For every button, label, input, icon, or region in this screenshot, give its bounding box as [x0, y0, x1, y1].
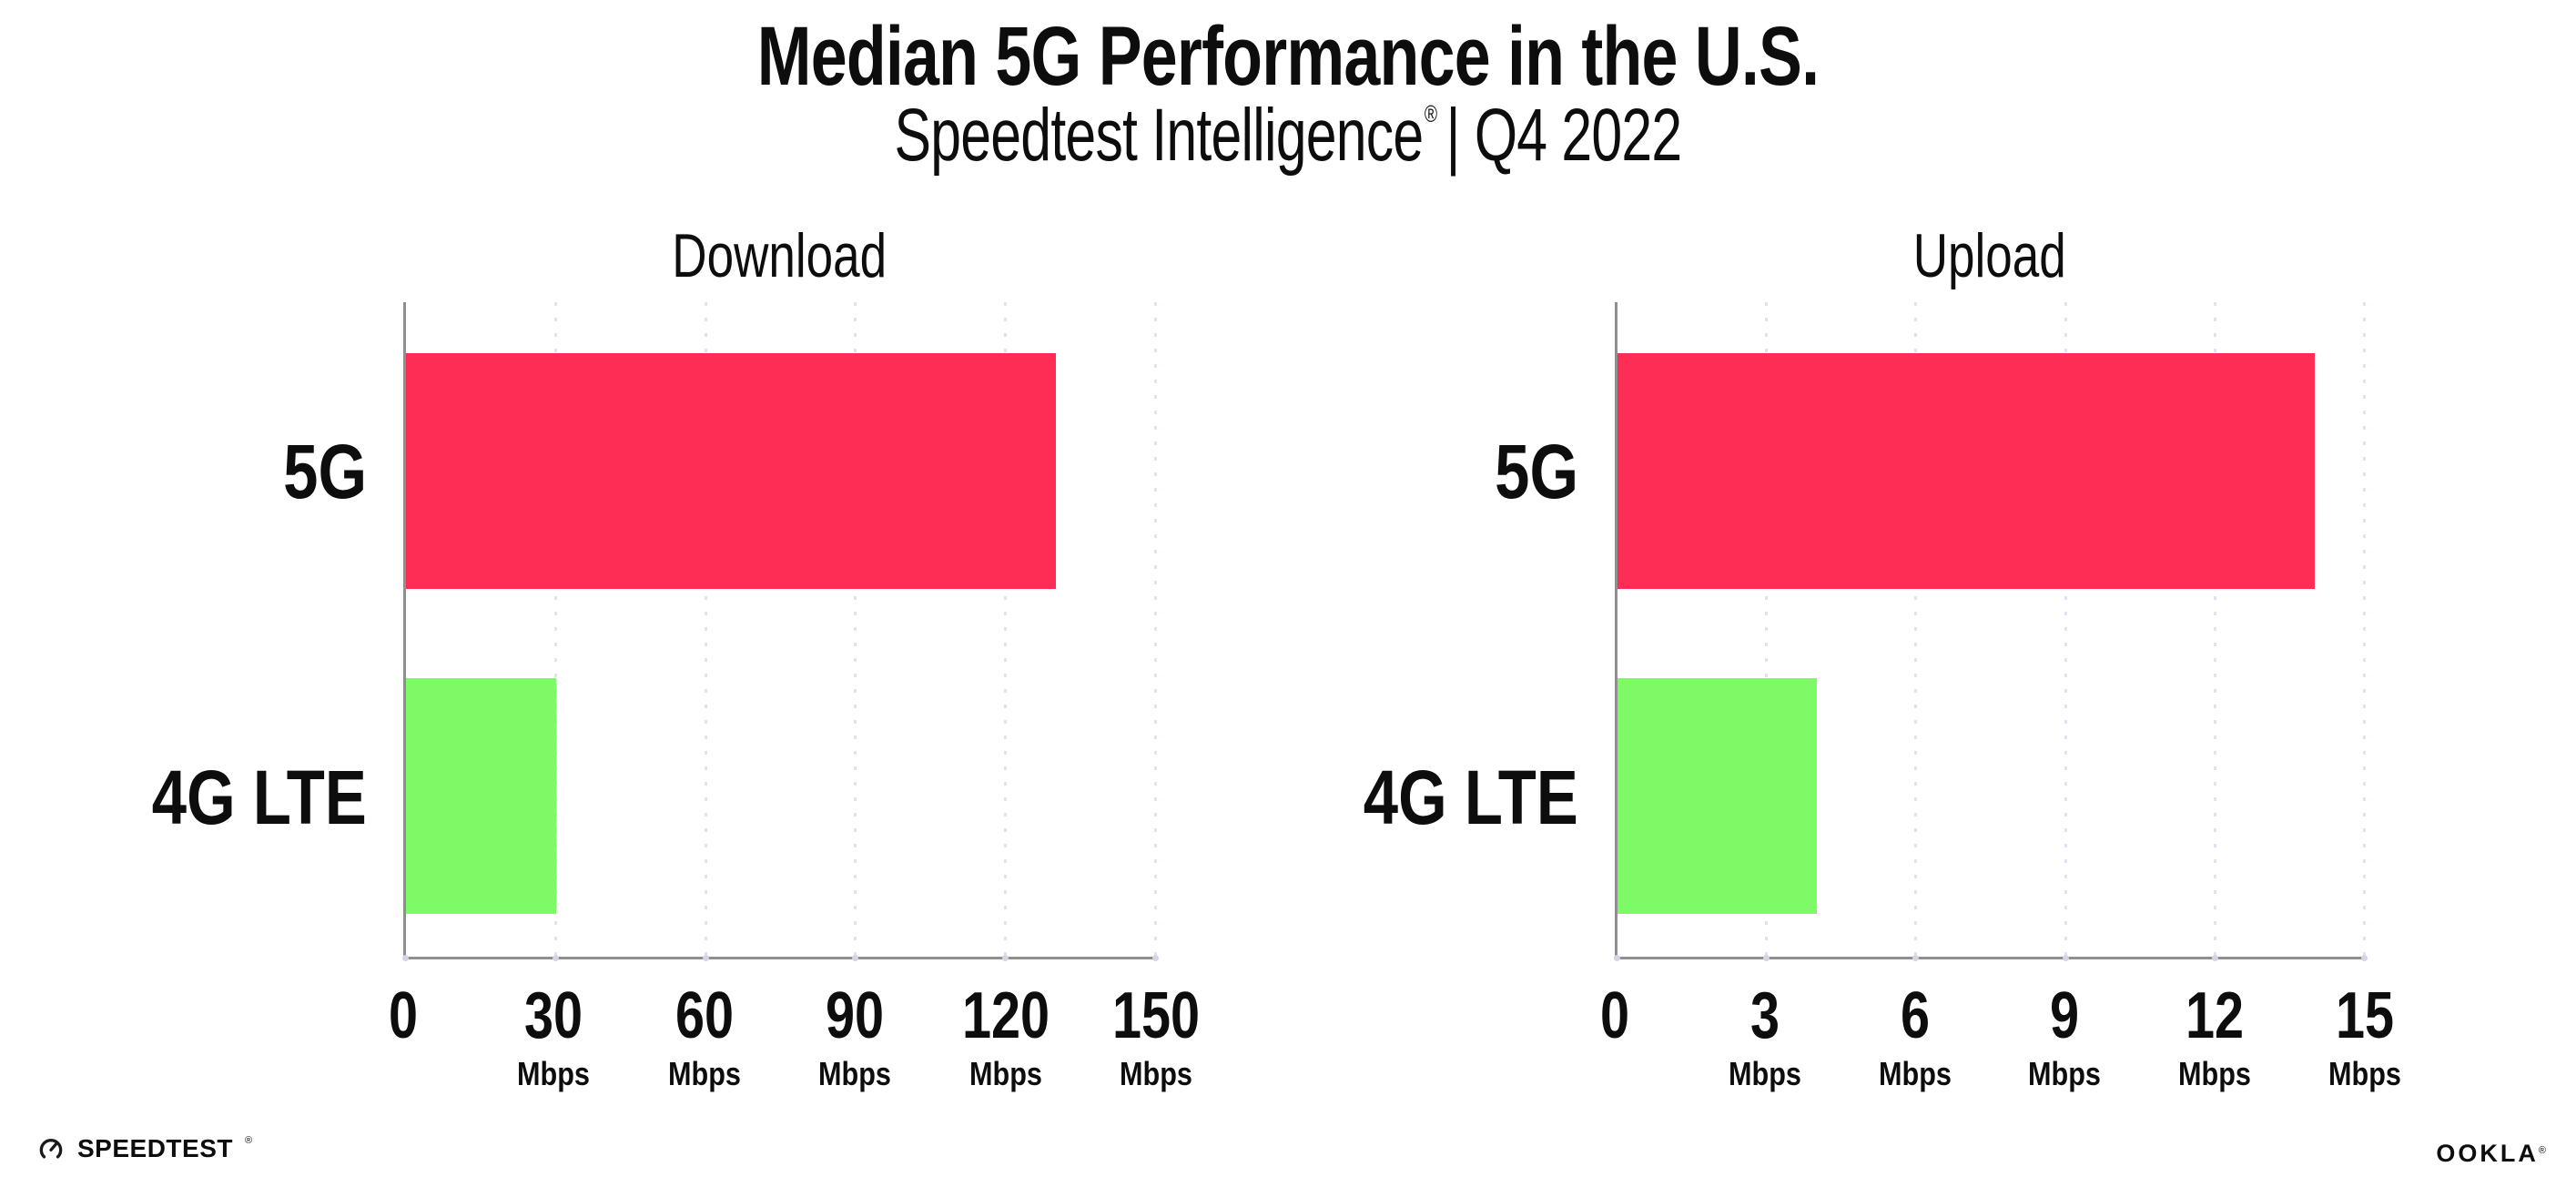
- x-tick-unit: Mbps: [517, 1055, 591, 1092]
- subtitle-brand: Speedtest Intelligence: [894, 94, 1425, 177]
- x-tick-value: 3: [1749, 979, 1780, 1052]
- gridline-9-mbps: [2064, 302, 2067, 957]
- download-category-labels: 5G 4G LTE: [130, 302, 367, 959]
- axis-tick-dot: [2062, 955, 2069, 961]
- axis-tick-dot: [2211, 955, 2218, 961]
- bar-4g-lte: [406, 677, 556, 914]
- x-tick-30: 30 Mbps: [435, 983, 672, 1090]
- x-tick-value: 12: [2186, 979, 2245, 1052]
- x-tick-unit: Mbps: [1878, 1055, 1952, 1092]
- x-tick-value: 0: [1599, 979, 1630, 1052]
- gridline-12-mbps: [2213, 302, 2216, 957]
- category-label-4g-lte: 4G LTE: [151, 755, 367, 841]
- ookla-registered-icon: ®: [2538, 1145, 2549, 1156]
- x-tick-unit: Mbps: [2328, 1055, 2401, 1092]
- x-tick-value: 9: [2050, 979, 2080, 1052]
- gridline-3-mbps: [1765, 302, 1769, 957]
- axis-tick-dot: [1614, 955, 1620, 961]
- page-title: Median 5G Performance in the U.S.: [756, 10, 1820, 103]
- category-label-5g: 5G: [283, 429, 367, 515]
- x-tick-value: 60: [674, 979, 734, 1052]
- axis-tick-dot: [552, 955, 559, 961]
- x-tick-12: 12 Mbps: [2096, 983, 2333, 1090]
- gridline-30-mbps: [553, 302, 557, 957]
- axis-tick-dot: [1763, 955, 1770, 961]
- upload-category-labels: 5G 4G LTE: [1342, 302, 1578, 959]
- speedtest-label: SPEEDTEST: [77, 1134, 233, 1162]
- axis-tick-dot: [702, 955, 709, 961]
- x-tick-value: 150: [1111, 979, 1201, 1052]
- gridline-90-mbps: [854, 302, 857, 957]
- x-tick-unit: Mbps: [1728, 1055, 1801, 1092]
- x-tick-value: 90: [826, 979, 885, 1052]
- upload-x-axis: 0 3 Mbps 6 Mbps 9 Mbps 12 Mbps 15 Mbps: [1600, 983, 2401, 1129]
- x-tick-value: 120: [961, 979, 1050, 1052]
- speedtest-registered-icon: ®: [244, 1135, 253, 1146]
- x-tick-value: 6: [1900, 979, 1930, 1052]
- x-tick-value: 30: [524, 979, 583, 1052]
- x-tick-0: 0: [1496, 983, 1733, 1049]
- x-tick-9: 9 Mbps: [1946, 983, 2183, 1090]
- axis-tick-dot: [1912, 955, 1920, 961]
- bar-5g: [1618, 353, 2316, 589]
- x-tick-6: 6 Mbps: [1797, 983, 2033, 1090]
- x-tick-150: 150 Mbps: [1038, 983, 1274, 1090]
- axis-tick-dot: [2361, 955, 2368, 961]
- category-label-5g: 5G: [1495, 429, 1578, 515]
- ookla-label: OOKLA: [2436, 1140, 2539, 1167]
- axis-tick-dot: [1002, 955, 1009, 961]
- x-tick-unit: Mbps: [667, 1055, 741, 1092]
- download-plot-area: [402, 302, 1159, 961]
- gauge-icon: [39, 1139, 63, 1159]
- ookla-logo: OOKLA®: [2436, 1140, 2549, 1168]
- speedtest-logo: SPEEDTEST ®: [36, 1134, 252, 1163]
- x-tick-unit: Mbps: [1120, 1055, 1192, 1092]
- x-tick-3: 3 Mbps: [1647, 983, 1883, 1090]
- x-tick-120: 120 Mbps: [887, 983, 1124, 1090]
- gridline-6-mbps: [1914, 302, 1918, 957]
- registered-trademark-icon: ®: [1424, 100, 1437, 127]
- x-tick-0: 0: [285, 983, 522, 1049]
- gridline-150-mbps: [1154, 302, 1157, 957]
- page-subtitle: Speedtest Intelligence® | Q4 2022: [335, 93, 2241, 178]
- bar-4g-lte: [1618, 677, 1817, 914]
- gridline-15-mbps: [2363, 302, 2366, 957]
- bar-5g: [406, 353, 1057, 589]
- subtitle-period: | Q4 2022: [1445, 94, 1682, 177]
- x-tick-unit: Mbps: [2178, 1055, 2252, 1092]
- axis-tick-dot: [852, 955, 859, 961]
- gridline-120-mbps: [1004, 302, 1008, 957]
- download-x-axis: 0 30 Mbps 60 Mbps 90 Mbps 120 Mbps 150 Mbps: [389, 983, 1200, 1129]
- axis-tick-dot: [1152, 955, 1159, 961]
- x-tick-90: 90 Mbps: [736, 983, 973, 1090]
- upload-plot-area: [1614, 302, 2368, 961]
- x-tick-unit: Mbps: [2028, 1055, 2102, 1092]
- upload-chart-title: Upload: [1912, 221, 2067, 290]
- x-tick-value: 15: [2335, 979, 2395, 1052]
- gridline-60-mbps: [704, 302, 707, 957]
- x-tick-15: 15 Mbps: [2246, 983, 2483, 1090]
- category-label-4g-lte: 4G LTE: [1363, 755, 1578, 841]
- x-tick-value: 0: [388, 979, 419, 1052]
- x-tick-60: 60 Mbps: [586, 983, 823, 1090]
- download-chart-title: Download: [672, 221, 887, 290]
- axis-tick-dot: [402, 955, 409, 961]
- x-tick-unit: Mbps: [818, 1055, 892, 1092]
- x-tick-unit: Mbps: [969, 1055, 1042, 1092]
